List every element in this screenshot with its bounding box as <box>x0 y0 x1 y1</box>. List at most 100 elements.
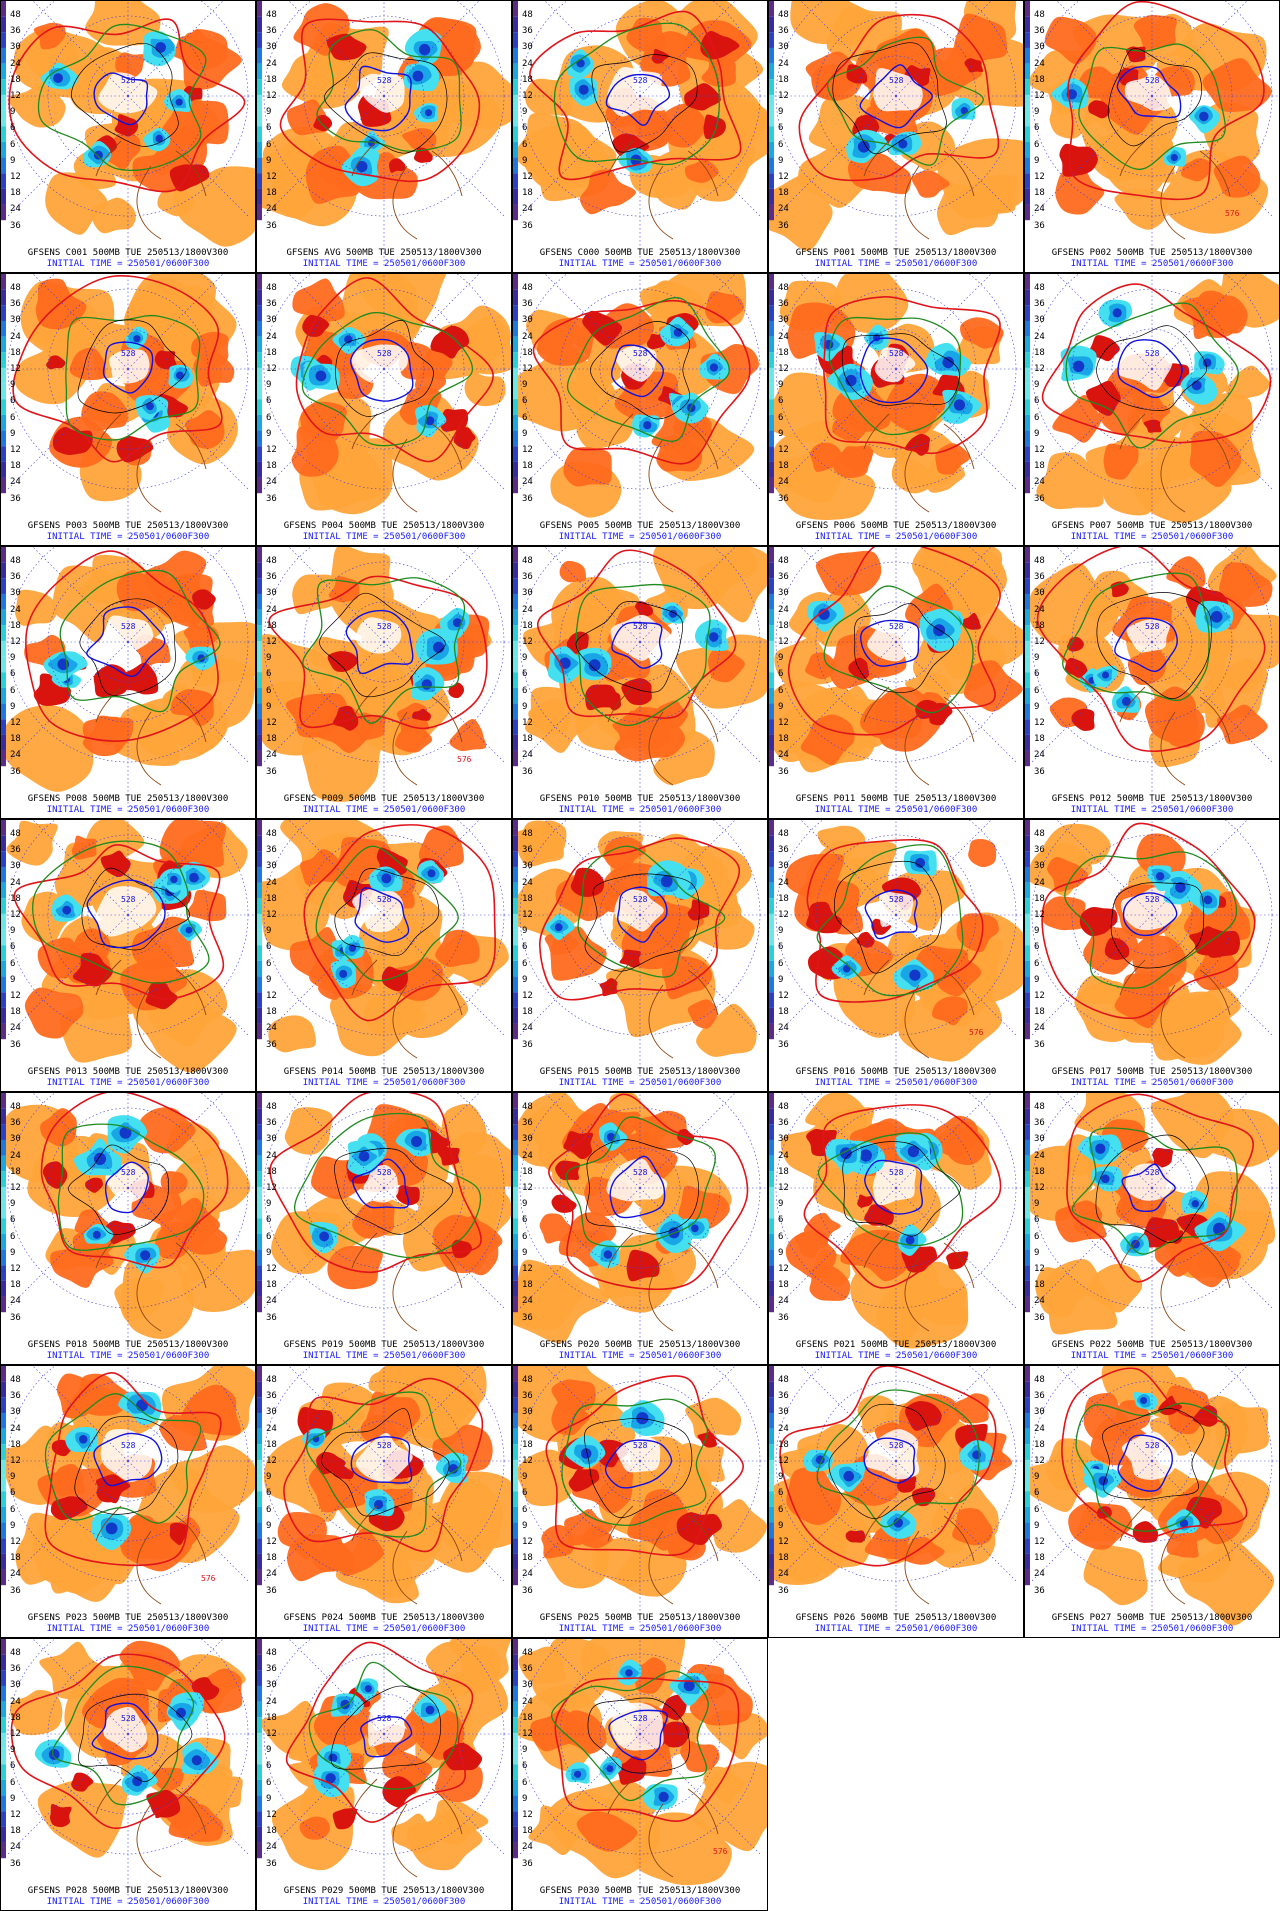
hemispheric-map: 528 <box>513 547 767 812</box>
colorbar-labels: 48 36 30 24 18 12 9 6 6 9 12 18 24 36 <box>778 1095 798 1331</box>
colorbar-tick-label: 36 <box>266 26 277 37</box>
colorbar <box>1 547 6 767</box>
hemispheric-map: 528 <box>1 547 255 812</box>
colorbar <box>513 1366 518 1586</box>
colorbar-tick-label: 6 <box>778 1231 784 1242</box>
colorbar-tick-label: 36 <box>266 1039 277 1050</box>
panel-footer: GFSENS P012 500MB TUE 250513/1800V300 INI… <box>1025 794 1279 816</box>
contour-label: 528 <box>121 895 136 904</box>
colorbar-tick-label: 9 <box>778 428 784 439</box>
colorbar <box>769 820 774 1040</box>
colorbar-tick-label: 24 <box>522 477 533 488</box>
panel-footer: GFSENS C000 500MB TUE 250513/1800V300 INI… <box>513 248 767 270</box>
colorbar-tick-label: 36 <box>1034 1585 1045 1596</box>
colorbar-tick-label: 24 <box>1034 1150 1045 1161</box>
colorbar-tick-label: 36 <box>266 1312 277 1323</box>
colorbar-tick-label: 18 <box>522 734 533 745</box>
colorbar-tick-label: 6 <box>266 1215 272 1226</box>
colorbar-tick-label: 12 <box>10 910 21 920</box>
colorbar-tick-label: 6 <box>266 123 272 134</box>
contour-label: 576 <box>969 1028 984 1037</box>
colorbar-tick-label: 18 <box>522 1553 533 1564</box>
colorbar-tick-label: 12 <box>266 172 277 182</box>
colorbar-tick-label: 36 <box>522 493 533 504</box>
initial-time: INITIAL TIME = 250501/0600F300 <box>814 1351 978 1361</box>
colorbar-tick-label: 6 <box>778 1488 784 1499</box>
colorbar-tick-label: 24 <box>10 1842 21 1853</box>
colorbar-tick-label: 12 <box>522 1810 533 1820</box>
colorbar-tick-label: 36 <box>10 845 21 856</box>
colorbar-tick-label: 30 <box>1034 315 1045 326</box>
panel-title: GFSENS C000 500MB TUE 250513/1800V300 <box>539 248 741 258</box>
contour-label: 528 <box>633 1168 648 1177</box>
colorbar-labels: 48 36 30 24 18 12 9 6 6 9 12 18 24 36 <box>522 276 542 512</box>
colorbar-labels: 48 36 30 24 18 12 9 6 6 9 12 18 24 36 <box>1034 549 1054 785</box>
colorbar-tick-label: 24 <box>266 477 277 488</box>
colorbar <box>769 1093 774 1313</box>
colorbar-tick-label: 12 <box>10 637 21 647</box>
colorbar-tick-label: 9 <box>266 653 272 664</box>
panel-title: GFSENS P002 500MB TUE 250513/1800V300 <box>1051 248 1253 258</box>
colorbar-tick-label: 12 <box>522 1456 533 1466</box>
ensemble-member-panel: 528 48 36 30 24 18 12 9 6 6 9 12 18 24 36 GFSENS P020 5… <box>512 1092 768 1365</box>
ensemble-member-panel: 528 48 36 30 24 18 12 9 6 6 9 12 18 24 36 GFSENS P027 5… <box>1024 1365 1280 1638</box>
colorbar-tick-label: 24 <box>1034 477 1045 488</box>
colorbar-tick-label: 24 <box>1034 604 1045 615</box>
colorbar-tick-label: 6 <box>778 942 784 953</box>
colorbar-tick-label: 6 <box>10 1504 16 1515</box>
panel-footer: GFSENS P030 500MB TUE 250513/1800V300 INI… <box>513 1886 767 1908</box>
colorbar-tick-label: 18 <box>266 1007 277 1018</box>
colorbar-tick-label: 9 <box>778 926 784 937</box>
colorbar-tick-label: 18 <box>1034 1007 1045 1018</box>
colorbar-tick-label: 48 <box>10 1648 21 1658</box>
colorbar-tick-label: 30 <box>266 861 277 872</box>
colorbar-tick-label: 12 <box>522 637 533 647</box>
colorbar-tick-label: 36 <box>778 1391 789 1402</box>
colorbar-tick-label: 6 <box>1034 123 1040 134</box>
colorbar-tick-label: 36 <box>1034 1312 1045 1323</box>
colorbar-tick-label: 30 <box>10 1134 21 1145</box>
panel-title: GFSENS P023 500MB TUE 250513/1800V300 <box>27 1613 229 1623</box>
colorbar-tick-label: 6 <box>1034 139 1040 150</box>
colorbar-tick-label: 18 <box>778 188 789 199</box>
colorbar-tick-label: 18 <box>1034 734 1045 745</box>
ensemble-member-panel: 528 48 36 30 24 18 12 9 6 6 9 12 18 24 36 GFSENS P013 5… <box>0 819 256 1092</box>
colorbar-tick-label: 36 <box>522 299 533 310</box>
panel-title: GFSENS P021 500MB TUE 250513/1800V300 <box>795 1340 997 1350</box>
colorbar-tick-label: 24 <box>10 204 21 215</box>
colorbar-tick-label: 6 <box>522 685 528 696</box>
colorbar-tick-label: 18 <box>778 1007 789 1018</box>
colorbar-labels: 48 36 30 24 18 12 9 6 6 9 12 18 24 36 <box>10 822 30 1058</box>
contour-label: 576 <box>457 755 472 764</box>
colorbar-tick-label: 6 <box>778 139 784 150</box>
hemispheric-map: 528 <box>769 547 1023 812</box>
colorbar-labels: 48 36 30 24 18 12 9 6 6 9 12 18 24 36 <box>10 1641 30 1877</box>
colorbar-tick-label: 12 <box>522 1729 533 1739</box>
colorbar-tick-label: 30 <box>522 861 533 872</box>
colorbar-tick-label: 36 <box>10 220 21 231</box>
colorbar-tick-label: 18 <box>10 1007 21 1018</box>
colorbar-tick-label: 12 <box>266 910 277 920</box>
colorbar-tick-label: 12 <box>1034 718 1045 728</box>
ensemble-member-panel: 528 48 36 30 24 18 12 9 6 6 9 12 18 24 36 GFSENS P005 5… <box>512 273 768 546</box>
colorbar-tick-label: 12 <box>266 364 277 374</box>
colorbar-tick-label: 36 <box>522 572 533 583</box>
colorbar-tick-label: 12 <box>266 91 277 101</box>
colorbar-tick-label: 24 <box>778 750 789 761</box>
colorbar <box>1025 274 1030 494</box>
colorbar-tick-label: 36 <box>1034 1391 1045 1402</box>
ensemble-member-panel: 528 48 36 30 24 18 12 9 6 6 9 12 18 24 36 GFSENS AVG 50… <box>256 0 512 273</box>
colorbar-tick-label: 6 <box>1034 396 1040 407</box>
colorbar-tick-label: 9 <box>522 974 528 985</box>
panel-footer: GFSENS P004 500MB TUE 250513/1800V300 INI… <box>257 521 511 543</box>
colorbar-tick-label: 6 <box>522 942 528 953</box>
ensemble-member-panel: 528 48 36 30 24 18 12 9 6 6 9 12 18 24 36 GFSENS C001 5… <box>0 0 256 273</box>
ensemble-member-panel: 528 48 36 30 24 18 12 9 6 6 9 12 18 24 36 GFSENS P014 5… <box>256 819 512 1092</box>
ensemble-member-panel: 528 48 36 30 24 18 12 9 6 6 9 12 18 24 36 GFSENS P003 5… <box>0 273 256 546</box>
ensemble-member-panel: 528 48 36 30 24 18 12 9 6 6 9 12 18 24 36 GFSENS P004 5… <box>256 273 512 546</box>
colorbar-tick-label: 24 <box>10 604 21 615</box>
colorbar-tick-label: 9 <box>10 926 16 937</box>
colorbar-tick-label: 24 <box>1034 877 1045 888</box>
colorbar-tick-label: 6 <box>778 958 784 969</box>
hemispheric-map: 528 <box>257 1 511 266</box>
